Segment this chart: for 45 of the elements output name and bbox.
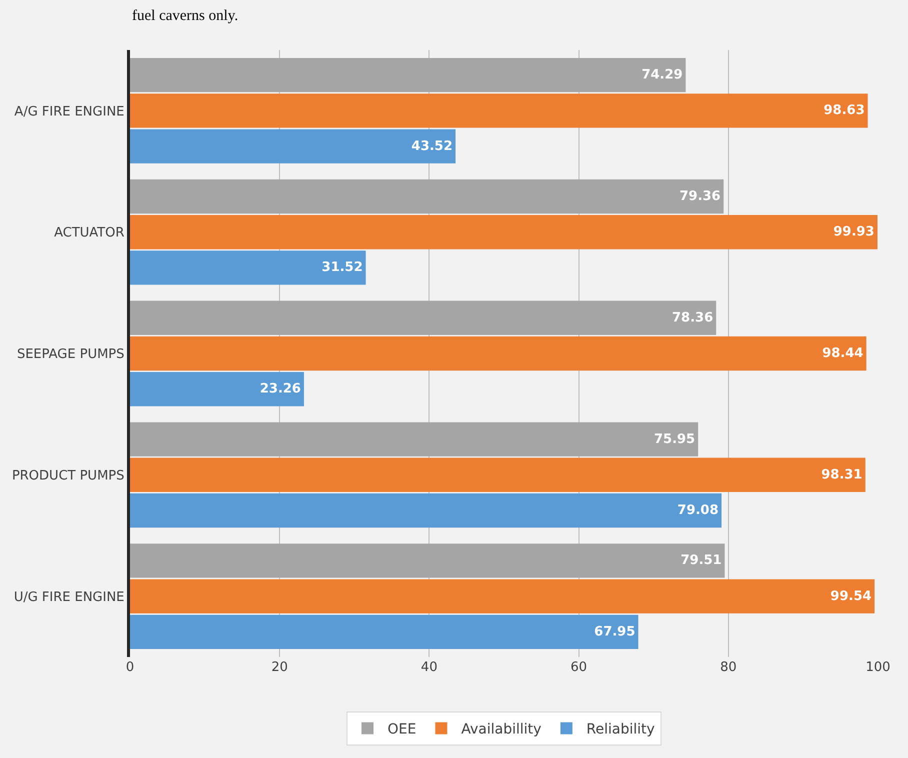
y-tick-label: ACTUATOR xyxy=(54,226,124,241)
data-label: 79.36 xyxy=(679,188,721,204)
bar xyxy=(130,372,304,406)
bar xyxy=(130,129,456,164)
bar xyxy=(130,493,722,528)
data-label: 98.63 xyxy=(824,103,865,118)
x-tick-label: 0 xyxy=(126,660,134,675)
bar xyxy=(130,300,716,335)
data-label: 75.95 xyxy=(654,432,696,447)
bar xyxy=(130,336,866,371)
bar xyxy=(130,422,698,456)
x-tick-label: 100 xyxy=(866,660,890,675)
y-tick-label: A/G FIRE ENGINE xyxy=(14,104,124,120)
bar xyxy=(130,215,878,250)
bar xyxy=(130,250,366,285)
data-label: 79.08 xyxy=(677,503,719,518)
x-tick-label: 20 xyxy=(271,660,288,675)
legend-label: Availabillity xyxy=(461,722,542,738)
x-tick-label: 60 xyxy=(570,660,588,675)
bar xyxy=(130,58,686,92)
data-label: 99.93 xyxy=(833,224,874,240)
data-label: 79.51 xyxy=(680,553,722,568)
bar xyxy=(130,579,875,614)
data-label: 98.31 xyxy=(821,467,862,482)
bar xyxy=(130,179,724,214)
bar xyxy=(130,544,725,578)
legend-label: OEE xyxy=(388,722,416,738)
data-label: 67.95 xyxy=(594,624,636,640)
legend-label: Reliability xyxy=(586,722,655,738)
bar xyxy=(130,614,638,649)
data-label: 31.52 xyxy=(322,260,363,276)
data-label: 43.52 xyxy=(411,138,453,154)
data-label: 98.44 xyxy=(822,346,864,361)
x-tick-label: 80 xyxy=(720,660,737,675)
data-label: 99.54 xyxy=(830,588,872,604)
text: fuel caverns only. xyxy=(132,8,238,24)
data-label: 23.26 xyxy=(260,382,301,397)
bar xyxy=(130,94,868,128)
y-tick-label: U/G FIRE ENGINE xyxy=(14,590,124,605)
data-label: 78.36 xyxy=(672,310,714,326)
y-tick-label: PRODUCT PUMPS xyxy=(12,468,124,484)
y-tick-label: SEEPAGE PUMPS xyxy=(16,347,124,362)
x-tick-label: 40 xyxy=(420,660,438,675)
data-label: 74.29 xyxy=(642,68,683,83)
bar xyxy=(130,458,866,492)
